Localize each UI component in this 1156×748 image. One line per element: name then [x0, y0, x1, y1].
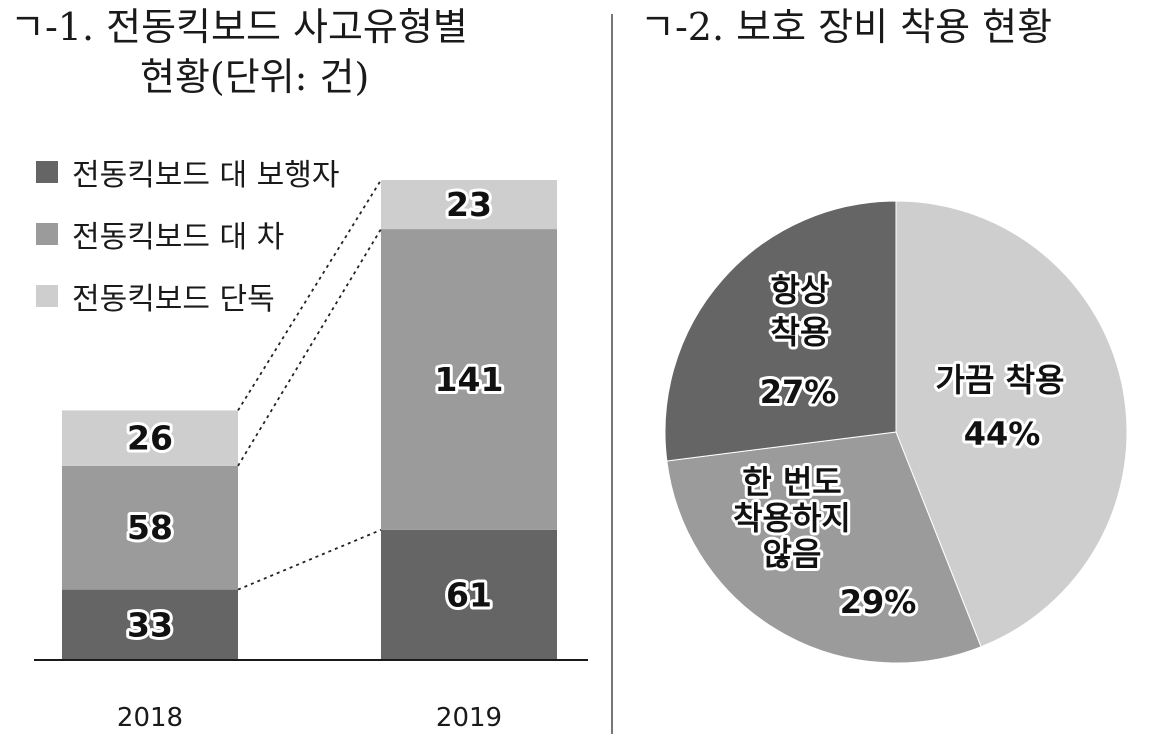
bar-value-label-2019-car: 141 — [435, 360, 504, 399]
x-tick-label-2019: 2019 — [436, 703, 502, 733]
pie-label-sometimes: 가끔 착용 — [936, 361, 1065, 399]
pie-label-always-line1: 항상 — [771, 271, 830, 309]
legend-label-pedestrian: 전동킥보드 대 보행자 — [72, 158, 340, 193]
pie-label-never-line3: 않음 — [763, 535, 822, 573]
x-tick-label-2018: 2018 — [117, 703, 183, 733]
pie-value-always: 27% — [760, 373, 837, 411]
legend-label-solo: 전동킥보드 단독 — [72, 282, 275, 317]
connector-line-pedestrian — [237, 529, 382, 591]
legend-label-car: 전동킥보드 대 차 — [72, 220, 285, 255]
pie-value-never: 29% — [840, 583, 917, 621]
legend-swatch-car — [36, 223, 58, 245]
bar-2018-solo — [62, 410, 238, 466]
bar-2019-solo — [381, 180, 557, 230]
legend-item-solo: 전동킥보드 단독 — [36, 276, 339, 317]
bar-2019-pedestrian — [381, 529, 557, 660]
legend-swatch-solo — [36, 285, 58, 307]
bar-value-label-2018-pedestrian: 33 — [127, 605, 173, 644]
bar-chart-legend: 전동킥보드 대 보행자 전동킥보드 대 차 전동킥보드 단독 — [36, 152, 339, 338]
bar-2018-car — [62, 465, 238, 590]
legend-swatch-pedestrian — [36, 161, 58, 183]
pie-chart-title: ㄱ-2. 보호 장비 착용 현황 — [640, 5, 1053, 49]
pie-slice-sometimes — [895, 200, 1128, 648]
pie-value-sometimes: 44% — [964, 415, 1041, 453]
pie-label-never-line2: 착용하지 — [733, 499, 851, 537]
panel-divider — [611, 14, 613, 734]
legend-item-car: 전동킥보드 대 차 — [36, 214, 339, 255]
pie-slice-never — [666, 431, 982, 664]
pie-label-always-line2: 착용 — [771, 313, 830, 351]
bar-value-label-2019-pedestrian: 61 — [446, 575, 492, 614]
pie-slice-always — [664, 200, 897, 462]
connector-line-solo — [237, 179, 382, 411]
bar-chart-title-line2: 현황(단위: 건) — [140, 55, 370, 99]
bar-2019-car — [381, 229, 557, 530]
bar-value-label-2018-car: 58 — [127, 508, 173, 547]
bar-2018-pedestrian — [62, 589, 238, 660]
legend-item-pedestrian: 전동킥보드 대 보행자 — [36, 152, 340, 193]
bar-value-label-2018-solo: 26 — [127, 419, 173, 458]
bar-value-label-2019-solo: 23 — [446, 185, 492, 224]
connector-line-car — [237, 228, 382, 467]
pie-label-never-line1: 한 번도 — [742, 463, 841, 501]
bar-chart-title: ㄱ-1. 전동킥보드 사고유형별 — [10, 5, 468, 49]
